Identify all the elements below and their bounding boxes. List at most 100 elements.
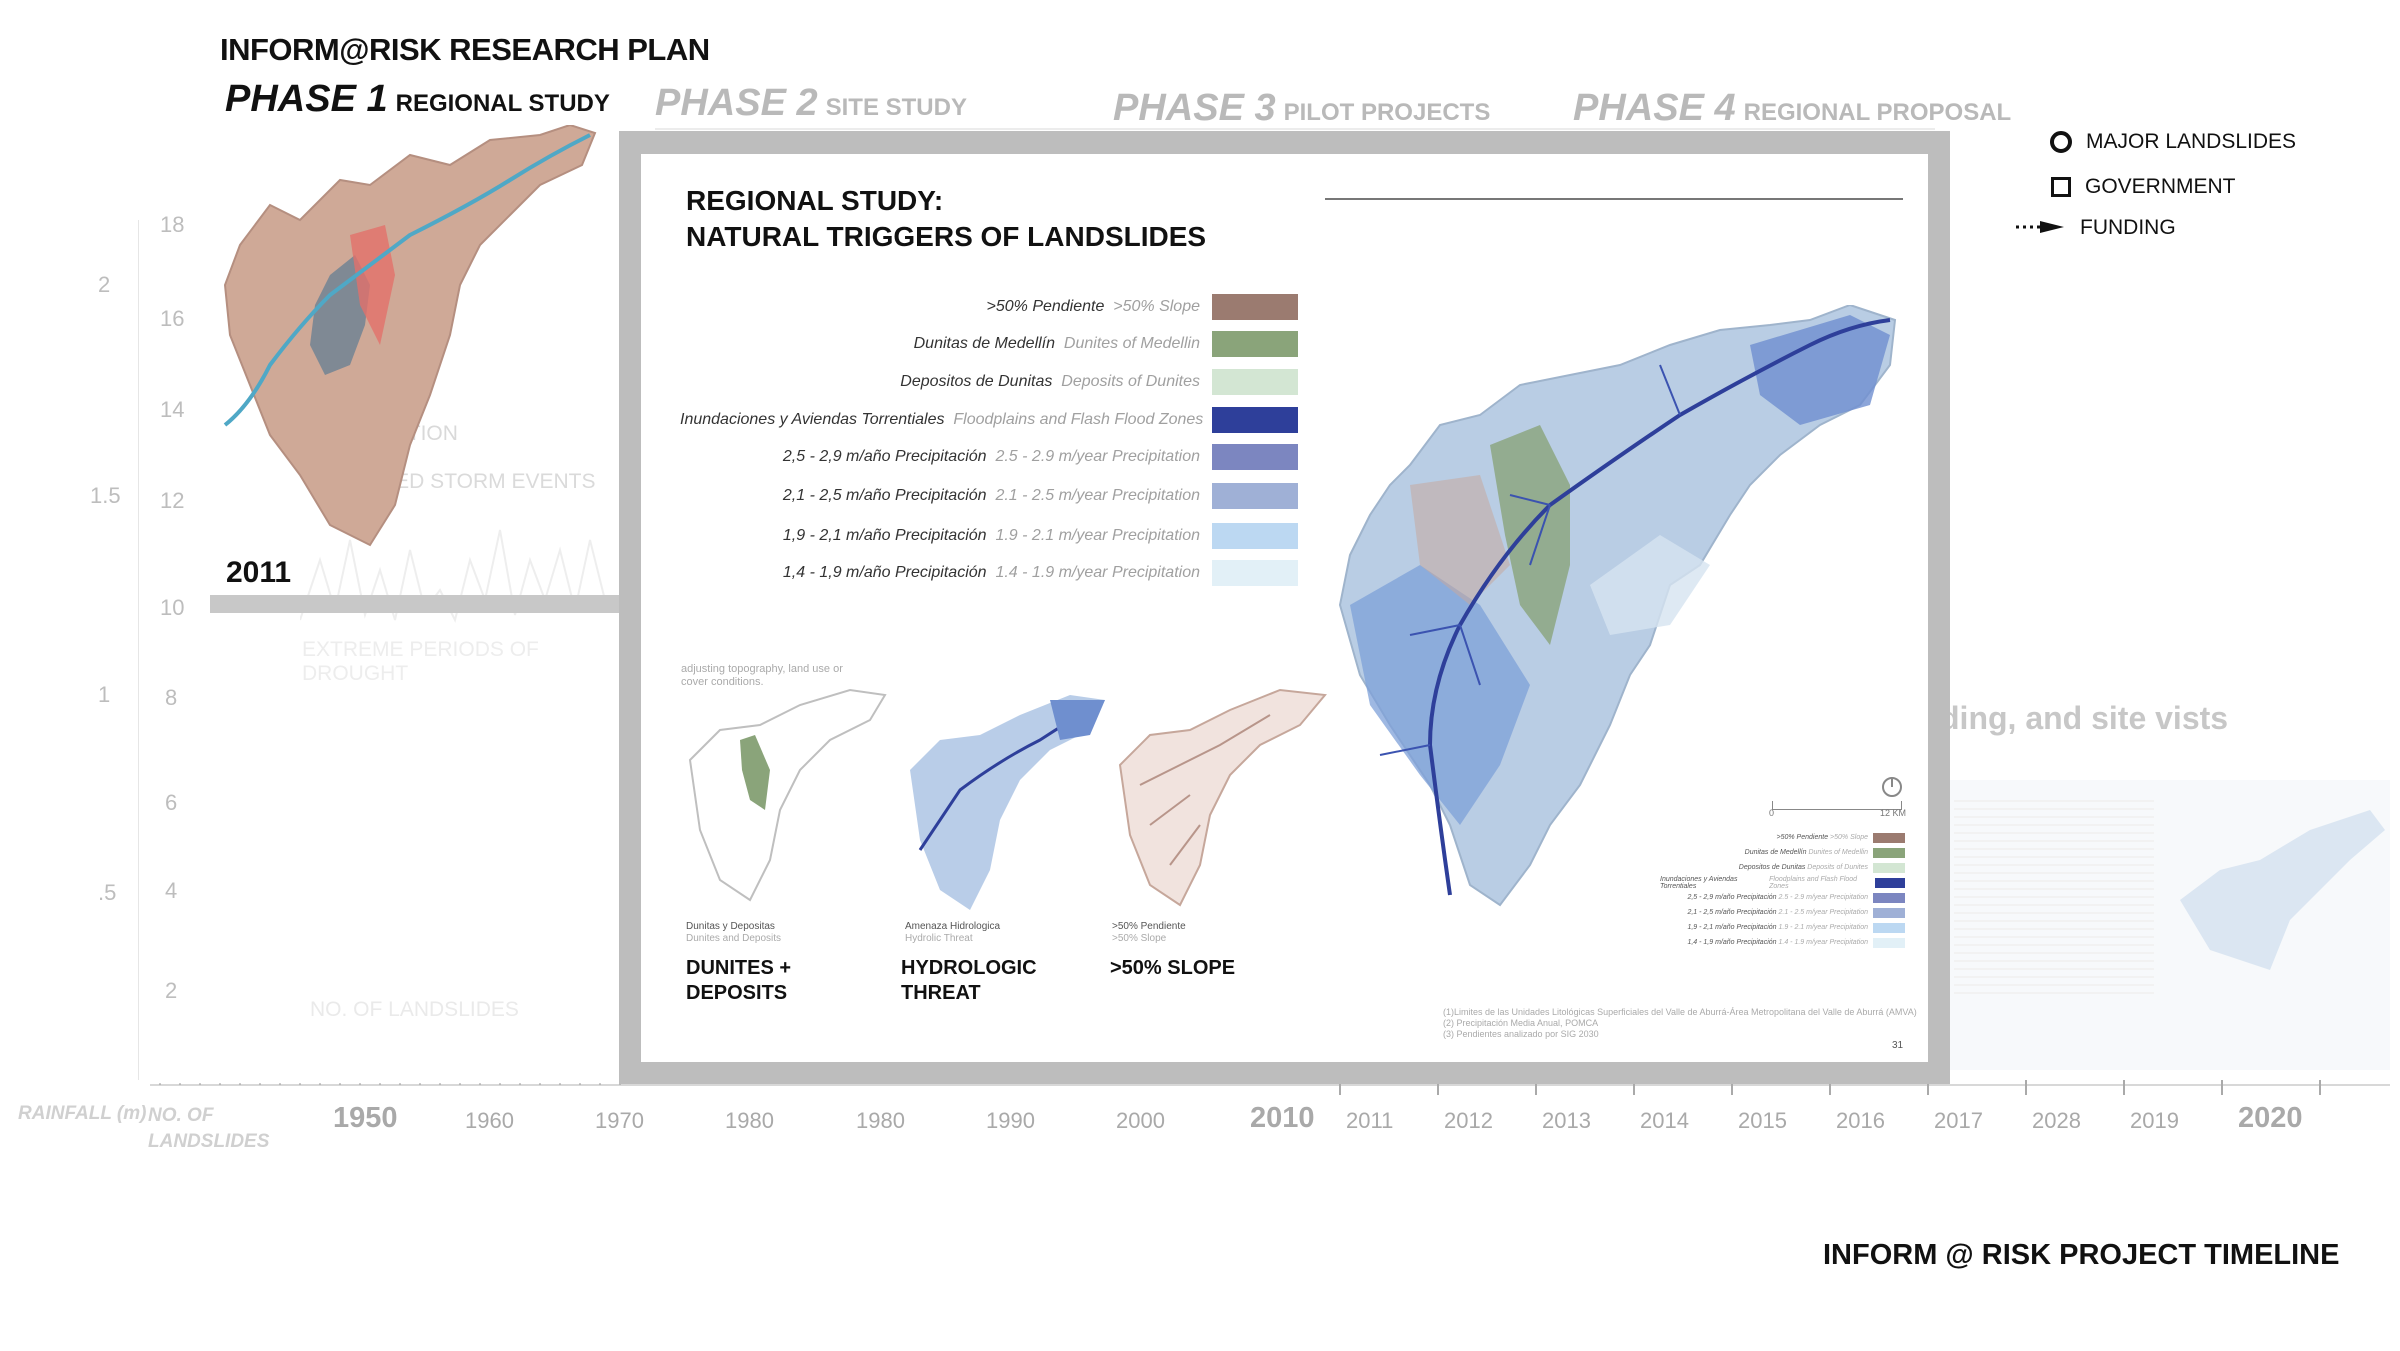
legend-row: 1,4 - 1,9 m/año Precipitación 1.4 - 1.9 … (680, 559, 1298, 587)
legend-swatch (1212, 483, 1298, 509)
legend-en: 1.9 - 2.1 m/year Precipitation (995, 527, 1200, 544)
phase-2-sub: SITE STUDY (825, 94, 967, 121)
scale-end: 12 KM (1880, 808, 1907, 818)
y-tick-left: 1 (98, 682, 111, 707)
legend-major-landslides: MAJOR LANDSLIDES (2048, 130, 2296, 154)
extreme-drought-label: EXTREME PERIODS OF DROUGHT (302, 638, 539, 685)
y-tick-right: 2 (165, 978, 178, 1003)
faded-right-map (2180, 810, 2385, 970)
timeline-year: 2016 (1836, 1108, 1885, 1133)
mini-legend-row: 1,4 - 1,9 m/año Precipitación 1.4 - 1.9 … (1660, 935, 1905, 950)
y-tick-left: 1.5 (90, 483, 121, 508)
timeline-year: 2011 (1346, 1108, 1394, 1133)
page-number: 31 (1892, 1040, 1904, 1051)
left-chart-axis (138, 220, 139, 1080)
mini-caption-es: Dunitas y Depositas (686, 921, 775, 932)
y-tick-right: 14 (160, 397, 185, 422)
mini-title-line: HYDROLOGIC (901, 957, 1037, 979)
phase-1-label: PHASE 1 (225, 78, 388, 120)
legend-row: Inundaciones y Aviendas Torrentiales Flo… (680, 406, 1298, 434)
timeline-year: 2020 (2238, 1102, 2303, 1134)
legend-government-label: GOVERNMENT (2085, 175, 2236, 198)
legend-en: 2.5 - 2.9 m/year Precipitation (995, 448, 1200, 465)
legend-funding-label: FUNDING (2080, 216, 2176, 239)
legend-swatch (1212, 331, 1298, 357)
legend-government: GOVERNMENT (2048, 175, 2236, 199)
y-tick-left: .5 (98, 880, 117, 905)
phase-1-sub: REGIONAL STUDY (395, 90, 610, 117)
panel-title: REGIONAL STUDY: NATURAL TRIGGERS OF LAND… (686, 183, 1206, 255)
timeline-dots (150, 1082, 630, 1086)
legend-swatch (1212, 444, 1298, 470)
mini-caption-en: >50% Slope (1112, 933, 1167, 944)
no-landslides-label: NO. OF LANDSLIDES (310, 998, 519, 1021)
timeline-year: 2010 (1250, 1102, 1315, 1134)
legend-es: >50% Pendiente (986, 298, 1105, 315)
mini-legend-row: 1,9 - 2,1 m/año Precipitación 1.9 - 2.1 … (1660, 920, 1905, 935)
y-tick-right: 18 (160, 212, 185, 237)
phase-3-label: PHASE 3 (1113, 87, 1276, 129)
timeline-year: 2015 (1738, 1108, 1787, 1133)
legend-row: 2,5 - 2,9 m/año Precipitación 2.5 - 2.9 … (680, 443, 1298, 471)
mini-legend-row: >50% Pendiente >50% Slope (1660, 830, 1905, 845)
timeline-year: 2028 (2032, 1108, 2081, 1133)
mini-legend-row: Inundaciones y Aviendas Torrentiales Flo… (1660, 875, 1905, 890)
timeline-year: 2017 (1934, 1108, 1983, 1133)
timeline-year: 2019 (2130, 1108, 2179, 1133)
source-line: (1)Limites de las Unidades Litológicas S… (1443, 1007, 1917, 1017)
mini-title-line: DEPOSITS (686, 982, 788, 1004)
mini-map-dunites (688, 688, 887, 902)
timeline-year: 1960 (465, 1108, 514, 1133)
timeline-year: 1980 (856, 1108, 905, 1133)
mini-caption-en: Hydrolic Threat (905, 933, 973, 944)
phase-1-bar (210, 595, 630, 613)
timeline-year: 1980 (725, 1108, 774, 1133)
phase-2-heading: PHASE 2 SITE STUDY (655, 82, 967, 125)
mini-legend-row: 2,5 - 2,9 m/año Precipitación 2.5 - 2.9 … (1660, 890, 1905, 905)
legend-en: >50% Slope (1113, 298, 1200, 315)
timeline-year: 2012 (1444, 1108, 1493, 1133)
mini-legend-row: Depositos de Dunitas Deposits of Dunites (1660, 860, 1905, 875)
mini-legend-row: 2,1 - 2,5 m/año Precipitación 2.1 - 2.5 … (1660, 905, 1905, 920)
y-tick-right: 6 (165, 790, 178, 815)
legend-es: 2,1 - 2,5 m/año Precipitación (782, 487, 987, 504)
source-line: (3) Pendientes analizado por SIG 2030 (1443, 1029, 1599, 1039)
phase-underline (655, 128, 1935, 130)
mini-title-line: DUNITES + (686, 957, 792, 979)
y-tick-right: 4 (165, 878, 178, 903)
landslides-axis-label: NO. OF LANDSLIDES (148, 1105, 270, 1152)
faded-right-page (1950, 780, 2390, 1070)
y-tick-right: 16 (160, 306, 185, 331)
mini-caption-slope: >50% Pendiente >50% Slope (1112, 921, 1186, 945)
legend-row: Dunitas de Medellín Dunites of Medellin (680, 330, 1298, 358)
y-tick-right: 10 (160, 595, 185, 620)
legend-funding: FUNDING (2016, 216, 2176, 240)
panel-title-line1: REGIONAL STUDY: (686, 185, 944, 216)
square-icon (2051, 177, 2071, 197)
research-plan-title: INFORM@RISK RESEARCH PLAN (220, 32, 710, 67)
legend-swatch (1212, 523, 1298, 549)
mini-caption-es: Amenaza Hidrologica (905, 921, 1001, 932)
legend-es: Depositos de Dunitas (900, 373, 1053, 390)
legend-en: 2.1 - 2.5 m/year Precipitation (995, 487, 1200, 504)
mini-map-slope (1118, 688, 1327, 907)
legend-en: Deposits of Dunites (1061, 373, 1200, 390)
phase-4-label: PHASE 4 (1573, 87, 1736, 129)
north-arrow-icon (1882, 777, 1902, 797)
phase-1-region-map (223, 125, 597, 547)
source-line: (2) Precipitación Media Anual, POMCA (1443, 1018, 1599, 1028)
timeline-axis (150, 1084, 2390, 1086)
legend-es: 2,5 - 2,9 m/año Precipitación (782, 448, 987, 465)
panel-note: adjusting topography, land use or cover … (681, 663, 843, 688)
circle-icon (2050, 131, 2072, 153)
y-tick-left: 2 (98, 272, 111, 297)
timeline-year: 1950 (333, 1102, 398, 1134)
y-tick-right: 12 (160, 488, 185, 513)
panel-legend: >50% Pendiente >50% Slope Dunitas de Med… (680, 293, 1298, 603)
legend-swatch (1212, 560, 1298, 586)
timeline-year: 1990 (986, 1108, 1035, 1133)
phase-1-heading: PHASE 1 REGIONAL STUDY (225, 78, 610, 121)
faded-right-text: ding, and site vists (1940, 700, 2229, 736)
legend-row: >50% Pendiente >50% Slope (680, 293, 1298, 321)
mini-caption-es: >50% Pendiente (1112, 921, 1186, 932)
